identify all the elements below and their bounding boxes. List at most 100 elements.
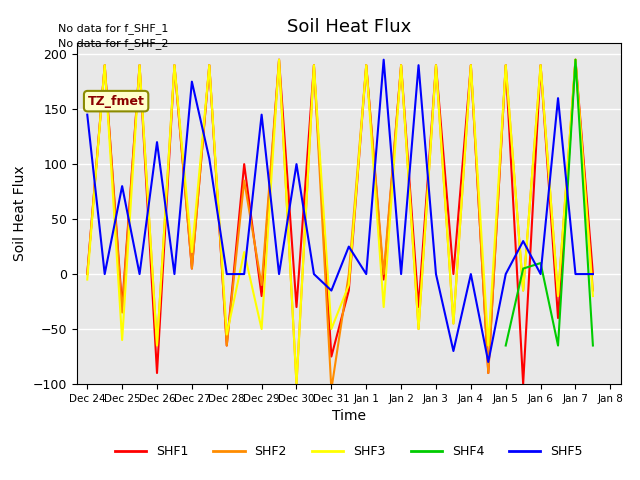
SHF5 (275, 271, 283, 277)
SHF1 (589, 271, 596, 277)
SHF3 (554, 293, 562, 299)
SHF1 (537, 62, 545, 68)
SHF1 (223, 343, 230, 348)
SHF2 (502, 62, 509, 68)
SHF2 (397, 62, 405, 68)
SHF1 (380, 276, 387, 282)
SHF2 (223, 343, 230, 348)
SHF1 (519, 381, 527, 387)
SHF1 (188, 266, 196, 272)
Line: SHF1: SHF1 (87, 60, 593, 384)
SHF4 (554, 343, 562, 348)
SHF5 (519, 238, 527, 244)
SHF2 (589, 288, 596, 293)
SHF5 (572, 271, 579, 277)
SHF2 (432, 62, 440, 68)
SHF1 (345, 288, 353, 293)
SHF1 (101, 62, 109, 68)
SHF1 (415, 304, 422, 310)
SHF4 (537, 260, 545, 266)
SHF2 (380, 271, 387, 277)
SHF5 (153, 139, 161, 145)
SHF2 (205, 62, 213, 68)
SHF5 (345, 244, 353, 250)
SHF1 (449, 271, 457, 277)
SHF2 (310, 62, 318, 68)
SHF3 (397, 62, 405, 68)
SHF3 (572, 57, 579, 62)
SHF5 (484, 359, 492, 365)
SHF5 (328, 288, 335, 293)
SHF5 (188, 79, 196, 84)
SHF2 (467, 62, 475, 68)
SHF2 (171, 62, 179, 68)
SHF5 (502, 271, 509, 277)
SHF5 (554, 96, 562, 101)
SHF1 (572, 57, 579, 62)
SHF1 (432, 62, 440, 68)
SHF2 (345, 271, 353, 277)
SHF3 (415, 326, 422, 332)
SHF2 (449, 321, 457, 326)
SHF3 (380, 304, 387, 310)
SHF3 (101, 62, 109, 68)
SHF2 (537, 62, 545, 68)
SHF5 (589, 271, 596, 277)
SHF1 (83, 271, 91, 277)
SHF3 (310, 62, 318, 68)
SHF1 (502, 62, 509, 68)
SHF5 (467, 271, 475, 277)
SHF4 (589, 343, 596, 348)
SHF3 (449, 321, 457, 326)
SHF2 (136, 62, 143, 68)
SHF1 (241, 161, 248, 167)
SHF5 (136, 271, 143, 277)
SHF2 (554, 293, 562, 299)
SHF3 (328, 326, 335, 332)
SHF1 (118, 304, 126, 310)
SHF1 (205, 62, 213, 68)
SHF3 (223, 332, 230, 337)
SHF3 (502, 62, 509, 68)
SHF5 (537, 271, 545, 277)
SHF3 (484, 343, 492, 348)
SHF2 (572, 57, 579, 62)
SHF2 (258, 282, 266, 288)
SHF2 (362, 62, 370, 68)
SHF1 (328, 354, 335, 360)
SHF5 (362, 271, 370, 277)
SHF3 (292, 381, 300, 387)
SHF3 (345, 282, 353, 288)
SHF3 (153, 343, 161, 348)
SHF3 (83, 276, 91, 282)
Y-axis label: Soil Heat Flux: Soil Heat Flux (13, 166, 27, 262)
SHF3 (188, 249, 196, 255)
SHF3 (362, 62, 370, 68)
SHF5 (241, 271, 248, 277)
SHF2 (153, 343, 161, 348)
SHF5 (83, 112, 91, 118)
SHF1 (171, 62, 179, 68)
SHF3 (241, 249, 248, 255)
Text: No data for f_SHF_2: No data for f_SHF_2 (58, 37, 168, 48)
SHF1 (467, 62, 475, 68)
SHF1 (397, 62, 405, 68)
SHF1 (292, 304, 300, 310)
Title: Soil Heat Flux: Soil Heat Flux (287, 18, 411, 36)
SHF5 (258, 112, 266, 118)
SHF1 (258, 293, 266, 299)
SHF3 (467, 62, 475, 68)
SHF3 (589, 293, 596, 299)
SHF5 (397, 271, 405, 277)
SHF2 (118, 310, 126, 315)
Line: SHF5: SHF5 (87, 60, 593, 362)
SHF5 (101, 271, 109, 277)
SHF2 (275, 57, 283, 62)
SHF1 (153, 370, 161, 376)
SHF2 (83, 271, 91, 277)
SHF2 (328, 386, 335, 392)
SHF3 (519, 288, 527, 293)
SHF1 (484, 370, 492, 376)
Line: SHF3: SHF3 (87, 60, 593, 384)
Line: SHF4: SHF4 (506, 60, 593, 346)
